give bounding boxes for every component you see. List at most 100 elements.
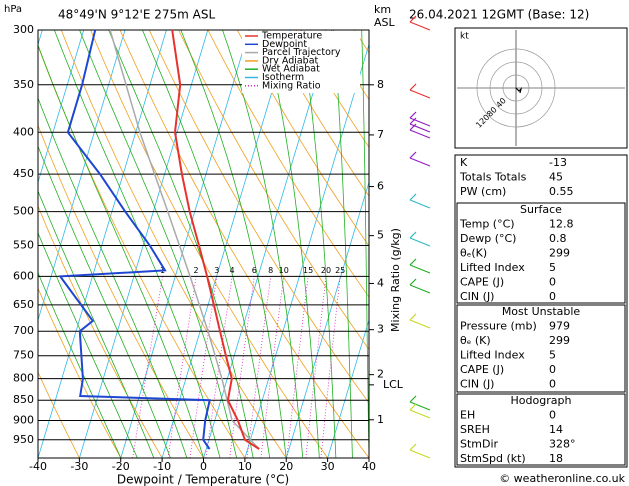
mu-frame: [456, 304, 626, 393]
legend-label: Mixing Ratio: [262, 80, 321, 91]
y-tick-label: 350: [13, 78, 34, 91]
table-value: 299: [549, 334, 570, 347]
km-tick-label: 5: [377, 229, 384, 242]
wind-barb: [409, 129, 431, 139]
profile-line: [109, 29, 260, 450]
table-value: 0: [549, 409, 556, 422]
wind-barb: [409, 193, 417, 201]
table-label: StmDir: [460, 438, 499, 451]
mixing-ratio-line: [205, 276, 233, 458]
mixing-ratio-line: [305, 276, 327, 458]
table-value: 0.8: [549, 232, 567, 245]
legend-label: Wet Adiabat: [262, 64, 320, 75]
hodo-ring: [489, 61, 543, 115]
table-value: 5: [549, 349, 556, 362]
mixing-ratio-label: 2: [194, 266, 199, 275]
y-tick-label: 600: [13, 269, 34, 282]
legend-box: [242, 31, 360, 93]
table-label: Dewp (°C): [460, 232, 516, 245]
mixing-ratio-line: [246, 276, 272, 458]
wind-barb: [409, 258, 417, 266]
table-section-title: Most Unstable: [502, 305, 581, 318]
table-label: CIN (J): [460, 290, 494, 303]
table-label: K: [460, 156, 468, 169]
km-tick-label: 6: [377, 180, 384, 193]
lcl-label: LCL: [383, 378, 404, 391]
table-section-title: Hodograph: [511, 394, 572, 407]
x-tick-label: 10: [238, 460, 252, 473]
km-tick-label: 1: [377, 413, 384, 426]
profile-line: [58, 29, 211, 450]
x-tick-label: 30: [321, 460, 335, 473]
table-label: Pressure (mb): [460, 320, 537, 333]
isotherm: [38, 30, 167, 458]
wind-barb: [409, 409, 431, 419]
table-value: 328°: [549, 438, 576, 451]
mixing-ratio-label: 15: [303, 266, 313, 275]
y-tick-label: 900: [13, 414, 34, 427]
table-label: PW (cm): [460, 185, 506, 198]
table-section-title: Surface: [520, 203, 562, 216]
mixing-ratio-line: [286, 276, 309, 458]
y-tick-label: 800: [13, 372, 34, 385]
wind-barb: [409, 395, 417, 403]
table-label: θₑ(K): [460, 247, 487, 260]
wet-adiabat: [263, 30, 320, 458]
wet-adiabat: [300, 30, 337, 458]
wind-barb: [409, 231, 417, 239]
mixing-ratio-label: 10: [279, 266, 289, 275]
isotherm: [38, 30, 85, 184]
km-tick-label: 4: [377, 276, 384, 289]
x-tick-label: -20: [112, 460, 130, 473]
x-tick-label: 40: [362, 460, 376, 473]
km-label: ASL: [374, 16, 396, 29]
table-label: Lifted Index: [460, 349, 525, 362]
hodo-ring: [502, 74, 530, 102]
mixing-ratio-line: [167, 276, 197, 458]
wind-barb: [409, 111, 417, 119]
wet-adiabat: [333, 30, 353, 458]
legend-label: Dry Adiabat: [262, 55, 319, 66]
km-tick-label: 3: [377, 323, 384, 336]
wind-barb: [409, 284, 431, 294]
mixing-ratio-label: 8: [268, 266, 273, 275]
wind-barb: [409, 83, 417, 91]
table-label: CIN (J): [460, 378, 494, 391]
dry-adiabat: [266, 30, 369, 197]
mixing-ratio-line: [229, 276, 255, 458]
table-value: -13: [549, 156, 567, 169]
mixing-ratio-label: 4: [230, 266, 235, 275]
km-tick-label: 2: [377, 368, 384, 381]
table-value: 0.55: [549, 185, 574, 198]
footer: © weatheronline.co.uk: [499, 472, 625, 485]
y-tick-label: 500: [13, 205, 34, 218]
table-label: CAPE (J): [460, 276, 504, 289]
mixing-ratio-line: [320, 276, 341, 458]
table-value: 45: [549, 171, 563, 184]
table-label: SREH: [460, 423, 490, 436]
hodo-ring: [476, 48, 556, 128]
table-label: EH: [460, 409, 475, 422]
isotherm: [244, 42, 369, 458]
y-tick-label: 450: [13, 167, 34, 180]
wind-barb: [409, 449, 431, 459]
x-tick-label: 0: [200, 460, 207, 473]
table-value: 18: [549, 452, 563, 465]
isotherm: [79, 30, 209, 458]
legend-label: Parcel Trajectory: [262, 47, 341, 58]
wet-adiabat: [79, 30, 237, 458]
wind-barb: [409, 123, 417, 131]
km-tick-label: 7: [377, 128, 384, 141]
x-tick-label: -10: [153, 460, 171, 473]
km-label: km: [374, 3, 391, 16]
wet-adiabat: [38, 97, 188, 458]
wind-barb: [409, 443, 417, 451]
legend-label: Temperature: [261, 31, 322, 42]
wind-barb: [409, 157, 431, 167]
mixing-ratio-line: [189, 276, 218, 458]
x-tick-label: -30: [70, 460, 88, 473]
isotherm: [161, 30, 291, 458]
y-tick-label: 400: [13, 125, 34, 138]
